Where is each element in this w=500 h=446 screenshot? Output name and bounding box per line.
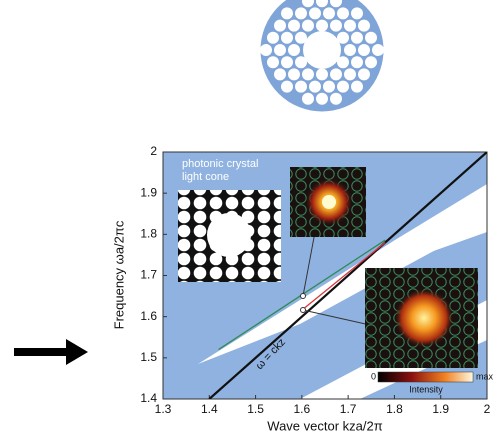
air-hole [274,68,286,80]
x-axis-label: Wave vector kza/2π [267,418,382,433]
air-hole [288,68,300,80]
air-hole [372,44,384,56]
air-hole [316,20,328,32]
x-tick-label: 1.6 [294,402,311,416]
air-hole [281,81,293,93]
air-hole [323,81,335,93]
arrow [14,339,88,365]
colorbar-min: 0 [371,371,376,381]
air-hole [358,44,370,56]
air-hole [316,93,328,105]
y-tick-label: 1.8 [140,227,157,241]
y-tick-label: 2 [150,144,157,158]
colorbar [378,372,473,382]
air-hole [337,81,349,93]
air-hole [274,44,286,56]
x-tick-label: 1.5 [247,402,264,416]
air-hole [309,81,321,93]
air-hole [344,44,356,56]
annotation: photonic crystal [182,158,258,170]
air-hole [260,44,272,56]
air-hole [288,20,300,32]
hole-lattice-inset [178,190,281,282]
air-hole [330,68,342,80]
air-hole [281,7,293,19]
air-hole [267,56,279,68]
air-hole [330,93,342,105]
air-hole [295,7,307,19]
x-tick-label: 1.8 [386,402,403,416]
x-tick-label: 2 [484,402,491,416]
air-hole [295,81,307,93]
air-hole [358,68,370,80]
air-hole [344,20,356,32]
air-hole [302,93,314,105]
core [303,31,341,69]
x-tick-label: 1.4 [201,402,218,416]
y-tick-label: 1.4 [140,391,157,405]
air-hole [365,32,377,44]
y-tick-label: 1.5 [140,350,157,364]
air-hole [351,81,363,93]
air-hole [365,56,377,68]
air-hole [302,20,314,32]
y-axis-label: Frequency ωa/2πc [111,220,126,329]
y-tick-label: 1.7 [140,268,157,282]
annotation: light cone [182,171,229,183]
air-hole [281,32,293,44]
mode-field-inset-1 [290,167,366,237]
air-hole [351,7,363,19]
air-hole [288,44,300,56]
air-hole [316,68,328,80]
y-tick-label: 1.9 [140,185,157,199]
colorbar-title: Intensity [409,384,443,394]
air-hole [358,20,370,32]
x-tick-label: 1.7 [340,402,357,416]
air-hole [267,32,279,44]
air-hole [351,56,363,68]
x-tick-label: 1.9 [432,402,449,416]
air-hole [344,68,356,80]
y-tick-label: 1.6 [140,309,157,323]
colorbar-max: max [476,371,494,381]
air-hole [274,20,286,32]
mode-field-inset-2 [365,268,478,368]
air-hole [330,20,342,32]
air-hole [323,7,335,19]
figure: 1.31.41.51.61.71.81.921.41.51.61.71.81.9… [0,0,500,441]
air-hole [302,68,314,80]
air-hole [337,7,349,19]
x-tick-label: 1.3 [155,402,172,416]
fiber-cross-section [260,0,384,112]
air-hole [309,7,321,19]
air-hole [281,56,293,68]
air-hole [351,32,363,44]
